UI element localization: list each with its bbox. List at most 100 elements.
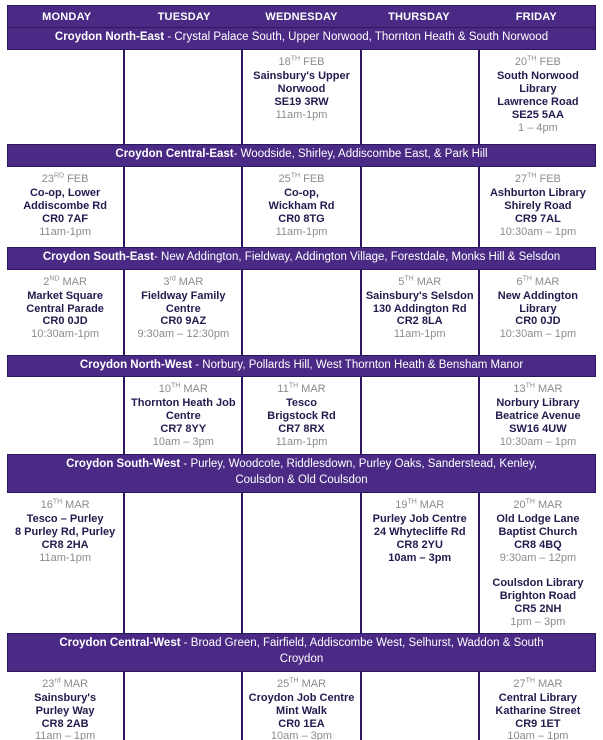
entry-date: 20TH MAR: [482, 499, 594, 512]
entry-venue-line: Shirely Road: [504, 199, 572, 212]
schedule-cell: 2ND MAR Market Square Central Parade CR0 0JD…: [7, 269, 126, 355]
entry-venue-line: New Addington: [497, 289, 579, 302]
entry-venue-line: Sainsbury's Selsdon: [365, 289, 474, 302]
entry-venue-line: Purley Job Centre: [372, 513, 467, 526]
entry-venue-line: CR5 2NH: [514, 602, 562, 615]
entry-date: 11TH MAR: [245, 383, 357, 396]
schedule-cell: [125, 49, 244, 144]
schedule-row: 2ND MAR Market Square Central Parade CR0 0JD…: [7, 269, 596, 355]
schedule-entry: 10TH MAR Thornton Heath Job Centre CR7 8YY 10…: [127, 383, 239, 449]
entry-date: 18TH FEB: [245, 55, 357, 69]
entry-venue-line: CR8 2HA: [41, 539, 89, 552]
entry-venue-line: CR8 4BQ: [514, 539, 562, 552]
section-title: Croydon South-West: [66, 458, 181, 471]
entry-date: 5TH MAR: [364, 275, 476, 289]
entry-venue-line: Brigstock Rd: [267, 410, 336, 423]
entry-venue-line: Tesco: [286, 397, 317, 410]
schedule-cell: [362, 166, 480, 247]
entry-venue-line: CR7 8RX: [278, 423, 325, 436]
schedule-entry: 25TH FEB Co-op, Wickham Rd CR0 8TG 11am-1pm: [245, 172, 357, 239]
schedule-cell: 16TH MAR Tesco – Purley 8 Purley Rd, Purley…: [7, 493, 126, 633]
entry-venue-line: Co-op, Lower: [29, 186, 101, 199]
entry-venue-line: Mint Walk: [276, 704, 327, 717]
schedule-entry: 3rd MAR Fieldway Family Centre CR0 9AZ 9:30am…: [127, 275, 239, 342]
schedule-grid: MONDAY TUESDAY WEDNESDAY THURSDAY FRIDAY Croy…: [7, 5, 596, 740]
schedule-entry: 25TH MAR Croydon Job Centre Mint Walk CR0 1E…: [245, 676, 357, 740]
entry-date-day: 27: [513, 677, 526, 690]
entry-date-day: 10: [158, 383, 172, 396]
schedule-cell: 20TH FEB South Norwood Library Lawrence Road…: [480, 50, 596, 144]
entry-date-month: MAR: [537, 383, 563, 396]
section-band: Croydon North-East - Crystal Palace Sout…: [7, 27, 596, 50]
entry-time: 10am – 3pm: [270, 730, 333, 740]
entry-date-ordinal: TH: [289, 676, 299, 684]
section-title: Croydon Central-West: [59, 636, 181, 649]
schedule-cell: 20TH MAR Old Lodge Lane Baptist Church CR8 4…: [480, 493, 596, 633]
entry-time: 11am-1pm: [275, 108, 328, 121]
section-title: Croydon Central-East: [115, 147, 234, 160]
entry-venue-line: Ashburton Library: [489, 186, 586, 199]
entry-venue-line: Thornton Heath Job: [131, 397, 236, 410]
schedule-cell: [362, 671, 480, 740]
entry-time: 9:30am – 12pm: [499, 552, 577, 565]
entry-date-day: 11: [277, 383, 289, 396]
entry-venue-line: Addiscombe Rd: [23, 199, 107, 212]
section-areas: - Broad Green, Fairfield, Addiscombe Wes…: [183, 636, 544, 665]
schedule-entry: 19TH MAR Purley Job Centre 24 Whytecliffe R…: [364, 499, 476, 565]
schedule-cell: 5TH MAR Sainsbury's Selsdon 130 Addington R…: [362, 269, 480, 355]
entry-date: 3rd MAR: [127, 275, 239, 289]
entry-date-month: MAR: [416, 275, 442, 288]
entry-date-month: FEB: [539, 55, 561, 68]
entry-date-month: MAR: [419, 499, 445, 512]
schedule-entry: 20TH FEB South Norwood Library Lawrence Road…: [482, 55, 594, 135]
day-label: THURSDAY: [388, 11, 450, 23]
schedule-cell: [125, 671, 244, 740]
entry-venue-line: CR0 0JD: [42, 315, 88, 328]
entry-venue-line: Library: [519, 82, 557, 95]
schedule-cell: [125, 166, 244, 247]
entry-venue-line: CR8 2AB: [41, 717, 89, 730]
schedule-cell: 13TH MAR Norbury Library Beatrice Avenue SW1…: [480, 377, 596, 454]
entry-venue-line: Centre: [165, 410, 201, 423]
entry-date-month: FEB: [67, 172, 89, 185]
entry-date-day: 23: [42, 677, 55, 690]
schedule-entry: 2ND MAR Market Square Central Parade CR0 0JD…: [9, 275, 121, 342]
entry-venue-line: Beatrice Avenue: [495, 410, 581, 423]
entry-date-day: 27: [514, 172, 528, 185]
schedule-cell: 6TH MAR New Addington Library CR0 0JD 10:30am…: [480, 270, 596, 355]
schedule-row: 18TH FEB Sainsbury's Upper Norwood SE19 3RW 1…: [7, 49, 596, 144]
section-band: Croydon South-East- New Addington, Field…: [7, 246, 596, 270]
section-areas: - Norbury, Pollards Hill, West Thornton …: [192, 358, 524, 371]
entry-date-ordinal: TH: [288, 382, 299, 390]
entry-date: 25TH FEB: [245, 172, 357, 186]
schedule-row: 10TH MAR Thornton Heath Job Centre CR7 8YY 10…: [7, 377, 596, 455]
entry-date-ordinal: rd: [54, 676, 61, 684]
entry-date-ordinal: TH: [522, 274, 532, 282]
entry-time: 11am-1pm: [39, 552, 91, 565]
entry-venue-line: CR2 8LA: [396, 315, 443, 328]
entry-date-month: MAR: [301, 383, 326, 396]
entry-venue-line: SE25 5AA: [511, 108, 564, 121]
section-areas: - Woodside, Shirley, Addiscombe East, & …: [233, 147, 488, 160]
entry-date-ordinal: TH: [527, 55, 537, 63]
entry-time: 11am – 1pm: [34, 730, 96, 740]
entry-time: 10:30am – 1pm: [499, 436, 577, 449]
schedule-cell: [362, 377, 480, 455]
entry-date-day: 25: [276, 677, 290, 690]
section-band: Croydon Central-East- Woodside, Shirley,…: [7, 143, 596, 167]
entry-time: 10:30am – 1pm: [499, 225, 577, 238]
entry-date-month: MAR: [537, 677, 563, 690]
entry-time: 11am-1pm: [275, 225, 328, 238]
entry-date-month: FEB: [303, 55, 325, 68]
entry-venue-line: Central Parade: [26, 302, 104, 315]
entry-time: 10:30am-1pm: [31, 328, 100, 341]
entry-date-day: 20: [513, 499, 526, 512]
entry-venue-line: Brighton Road: [499, 589, 577, 602]
entry-venue-line: South Norwood: [496, 69, 579, 82]
schedule-cell: 25TH MAR Croydon Job Centre Mint Walk CR0 1E…: [243, 671, 362, 740]
entry-date-ordinal: TH: [52, 498, 63, 506]
entry-venue-line: CR0 8TG: [278, 212, 325, 225]
entry-venue-line: Norbury Library: [496, 397, 580, 410]
entry-date: 27TH FEB: [482, 172, 594, 186]
section-title: Croydon North-East: [54, 31, 165, 43]
